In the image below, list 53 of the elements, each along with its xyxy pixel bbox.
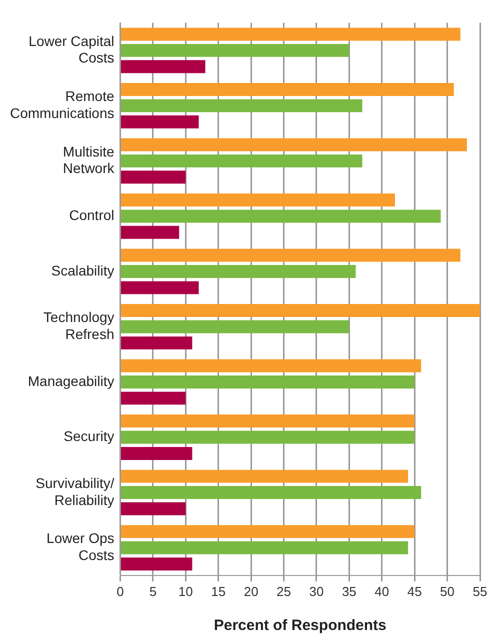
bar (121, 44, 350, 57)
bar (121, 392, 186, 405)
bar (121, 170, 186, 184)
y-tick-label: Lower Capital Costs (28, 32, 114, 66)
bar (121, 336, 192, 350)
x-tick-label: 25 (276, 584, 292, 599)
y-tick-label: Technology Refresh (43, 309, 114, 342)
bar (121, 470, 408, 483)
bar (121, 525, 415, 538)
x-tick-label: 40 (374, 584, 390, 599)
bar (121, 320, 350, 334)
bar (121, 502, 186, 516)
x-tick-label: 10 (178, 584, 193, 599)
bar (121, 264, 356, 278)
x-tick-label: 20 (244, 584, 258, 599)
x-axis-title: Percent of Respondents (214, 617, 386, 634)
bar (121, 115, 199, 128)
x-tick-label: 45 (407, 584, 422, 599)
x-tick-label: 55 (472, 584, 488, 599)
bar (121, 376, 415, 388)
x-tick-label: 0 (116, 584, 124, 599)
bar (121, 226, 180, 239)
bar (121, 138, 467, 152)
y-tick-label: Control (69, 207, 114, 224)
bar (121, 194, 395, 206)
bar (121, 414, 415, 428)
bar (121, 446, 192, 460)
bar (121, 28, 460, 41)
bar (121, 304, 480, 318)
bar (121, 359, 422, 372)
x-tick-label: 30 (309, 584, 324, 599)
bar (121, 281, 199, 294)
bar (121, 430, 415, 444)
bar (121, 210, 441, 223)
x-tick-label: 5 (149, 584, 157, 599)
bar (121, 486, 422, 499)
bar (121, 82, 454, 96)
y-tick-label: Lower Ops Costs (46, 530, 114, 564)
y-tick-label: Manageability (28, 372, 114, 389)
x-tick-label: 15 (211, 584, 226, 599)
bar (121, 99, 362, 112)
y-tick-label: Multisite Network (62, 143, 116, 176)
bar (121, 541, 408, 554)
x-tick-label: 35 (342, 584, 356, 599)
y-tick-label: Security (64, 428, 114, 444)
y-tick-label: Survivability/ Reliability (36, 474, 114, 508)
bar (121, 60, 206, 74)
bar (121, 154, 362, 168)
bar (121, 557, 192, 570)
y-tick-label: Scalability (51, 262, 114, 278)
bar (121, 248, 460, 262)
x-tick-label: 50 (440, 584, 455, 599)
y-tick-label: Remote Communications (10, 88, 114, 121)
